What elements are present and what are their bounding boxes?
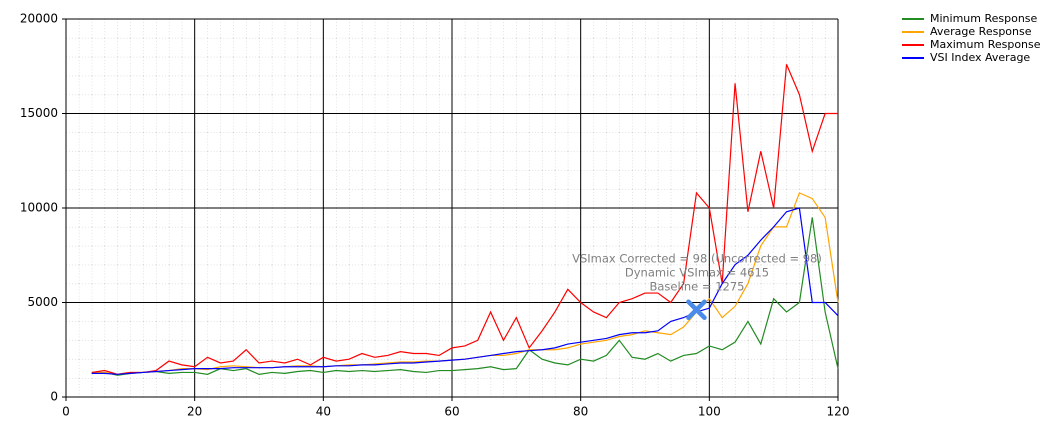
vsimax-marker xyxy=(686,299,707,321)
y-tick-label: 10000 xyxy=(20,201,58,215)
annotation: VSImax Corrected = 98 (Uncorrected = 98) xyxy=(572,252,822,266)
y-tick-label: 15000 xyxy=(20,106,58,120)
y-tick-label: 20000 xyxy=(20,12,58,26)
legend-label: Average Response xyxy=(930,25,1032,38)
series-line xyxy=(91,217,839,376)
y-tick-label: 0 xyxy=(50,390,58,404)
legend-label: VSI Index Average xyxy=(930,51,1030,64)
x-tick-label: 100 xyxy=(698,405,721,419)
series-line xyxy=(91,207,839,375)
x-tick-label: 20 xyxy=(187,405,202,419)
legend-label: Maximum Response xyxy=(930,38,1041,51)
x-tick-label: 0 xyxy=(62,405,70,419)
annotation: Dynamic VSImax = 4615 xyxy=(625,266,769,280)
annotation: Baseline = 1275 xyxy=(650,280,745,294)
x-tick-label: 80 xyxy=(573,405,588,419)
x-tick-label: 60 xyxy=(444,405,459,419)
legend-label: Minimum Response xyxy=(930,12,1038,25)
y-tick-label: 5000 xyxy=(27,295,58,309)
series-line xyxy=(91,64,838,375)
x-tick-label: 40 xyxy=(316,405,331,419)
x-tick-label: 120 xyxy=(827,405,850,419)
